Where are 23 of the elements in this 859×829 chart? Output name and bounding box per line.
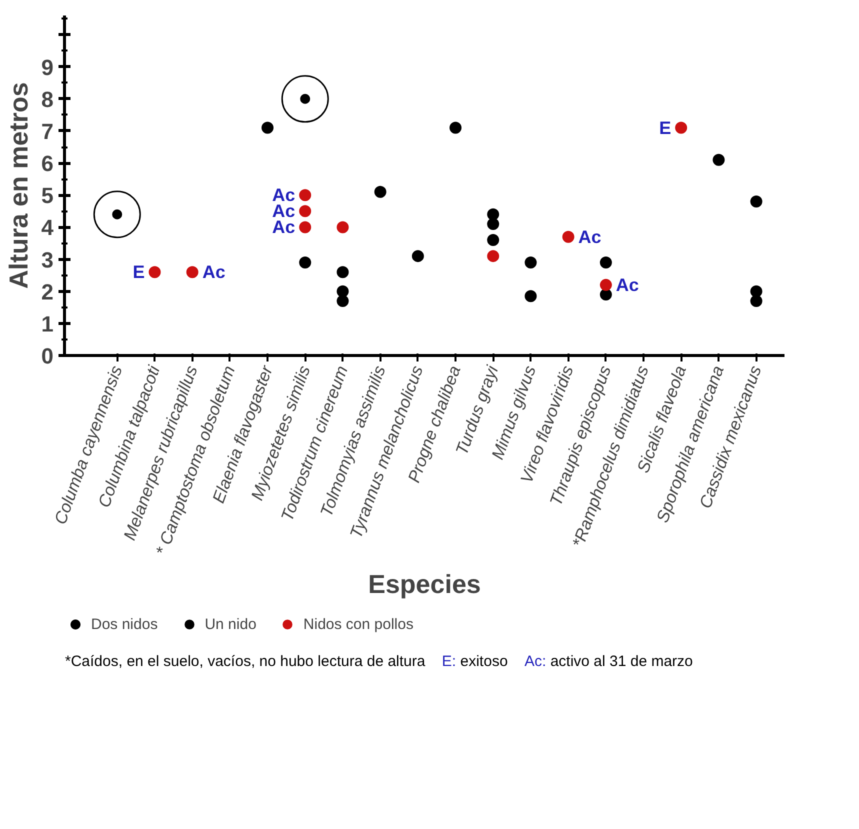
annotation: E (659, 118, 672, 138)
annotation: Ac (578, 226, 602, 247)
legend-label: Dos nidos (91, 616, 158, 632)
y-tick-label: 7 (41, 118, 54, 144)
text: Ac: activo al 31 de marzo (524, 653, 693, 670)
y-tick-label: 0 (41, 344, 54, 368)
y-tick-label: 4 (41, 215, 54, 240)
annotation: E (132, 262, 145, 282)
y-tick-label: 3 (41, 247, 54, 272)
y-tick-label: 1 (41, 311, 54, 336)
annotation: Ac (202, 262, 226, 282)
y-tick-label: 5 (41, 183, 54, 208)
x-axis-title: Especies (368, 569, 481, 600)
text: E: exitoso (442, 653, 508, 670)
y-axis-title: Altura en metros (3, 82, 34, 289)
y-tick-label: 8 (41, 86, 54, 112)
legend-label: Un nido (204, 616, 256, 632)
y-tick-label: 6 (41, 151, 54, 176)
annotation: Ac (616, 274, 639, 295)
legend-label: Nidos con pollos (303, 616, 414, 632)
y-tick-label: 2 (41, 279, 54, 304)
y-tick-label: 9 (41, 54, 54, 80)
text: *Caídos, en el suelo, vacíos, no hubo lectura de altura (65, 653, 426, 670)
